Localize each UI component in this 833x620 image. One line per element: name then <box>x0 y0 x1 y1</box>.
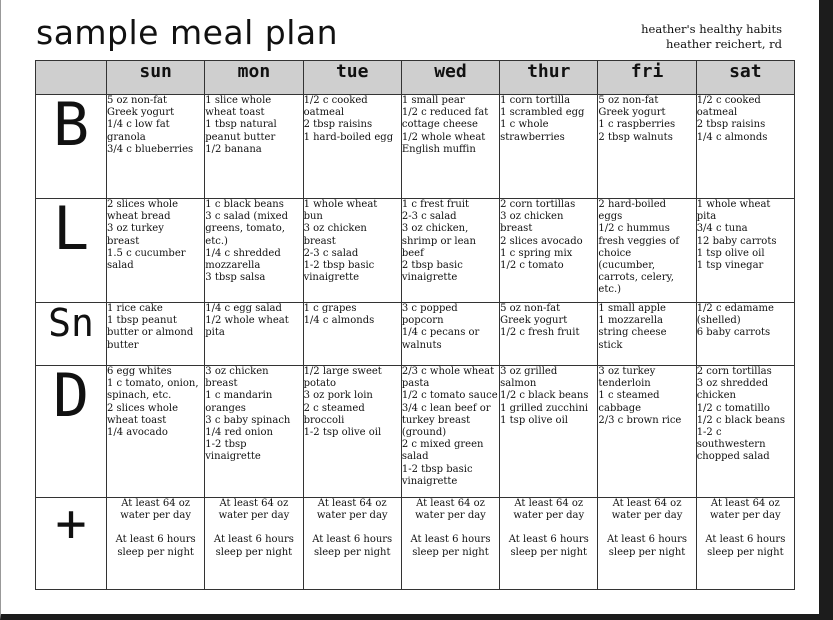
meal-cell: 1 rice cake 1 tbsp peanut butter or almo… <box>105 302 206 366</box>
meal-cell: 5 oz non-fat Greek yogurt 1/4 c low fat … <box>105 94 206 199</box>
sleep-goal: At least 6 hours sleep per night <box>213 534 294 558</box>
extras-cell: At least 64 oz water per day At least 6 … <box>204 497 304 590</box>
extras-cell: At least 64 oz water per day At least 6 … <box>695 497 796 590</box>
meal-cell: 1/2 c cooked oatmeal 2 tbsp raisins 1/4 … <box>695 94 796 199</box>
byline: heather's healthy habits heather reicher… <box>641 22 782 52</box>
day-header-row: sun mon tue wed thur fri sat <box>35 60 796 95</box>
meal-label-dinner: D <box>35 365 107 498</box>
water-goal: At least 64 oz water per day <box>513 498 585 522</box>
byline-brand: heather's healthy habits <box>641 22 782 36</box>
snack-row: Sn 1 rice cake 1 tbsp peanut butter or a… <box>35 302 796 366</box>
meal-cell: 3 oz turkey tenderloin 1 c steamed cabba… <box>597 365 697 498</box>
meal-label-extras: + <box>35 497 107 590</box>
sleep-goal: At least 6 hours sleep per night <box>508 534 589 558</box>
meal-cell: 2/3 c whole wheat pasta 1/2 c tomato sau… <box>400 365 501 498</box>
meal-cell: 1 whole wheat pita 3/4 c tuna 12 baby ca… <box>695 198 796 303</box>
meal-cell: 5 oz non-fat Greek yogurt 1/2 c fresh fr… <box>499 302 599 366</box>
meal-cell: 2 corn tortillas 3 oz shredded chicken 1… <box>695 365 796 498</box>
meal-cell: 3 c popped popcorn 1/4 c pecans or walnu… <box>400 302 501 366</box>
water-goal: At least 64 oz water per day <box>611 498 683 522</box>
extras-cell: At least 64 oz water per day At least 6 … <box>302 497 402 590</box>
day-header-sat: sat <box>695 60 796 95</box>
dinner-row: D 6 egg whites 1 c tomato, onion, spinac… <box>35 365 796 498</box>
water-goal: At least 64 oz water per day <box>316 498 388 522</box>
sleep-goal: At least 6 hours sleep per night <box>410 534 491 558</box>
meal-label-snack: Sn <box>35 302 107 366</box>
day-header-thur: thur <box>499 60 599 95</box>
meal-label-lunch: L <box>35 198 107 303</box>
corner-cell <box>35 60 107 95</box>
meal-cell: 3 oz chicken breast 1 c mandarin oranges… <box>204 365 304 498</box>
extras-cell: At least 64 oz water per day At least 6 … <box>597 497 697 590</box>
extras-cell: At least 64 oz water per day At least 6 … <box>105 497 206 590</box>
day-header-wed: wed <box>400 60 501 95</box>
sleep-goal: At least 6 hours sleep per night <box>115 534 196 558</box>
meal-cell: 1 corn tortilla 1 scrambled egg 1 c whol… <box>499 94 599 199</box>
day-header-fri: fri <box>597 60 697 95</box>
meal-cell: 1/4 c egg salad 1/2 whole wheat pita <box>204 302 304 366</box>
extras-cell: At least 64 oz water per day At least 6 … <box>400 497 501 590</box>
breakfast-row: B 5 oz non-fat Greek yogurt 1/4 c low fa… <box>35 94 796 199</box>
meal-cell: 1 slice whole wheat toast 1 tbsp natural… <box>204 94 304 199</box>
extras-row: + At least 64 oz water per day At least … <box>35 497 796 590</box>
meal-cell: 1 c grapes 1/4 c almonds <box>302 302 402 366</box>
meal-cell: 1 c frest fruit 2-3 c salad 3 oz chicken… <box>400 198 501 303</box>
meal-cell: 3 oz grilled salmon 1/2 c black beans 1 … <box>499 365 599 498</box>
day-header-mon: mon <box>204 60 304 95</box>
meal-cell: 1/2 c edamame (shelled) 6 baby carrots <box>695 302 796 366</box>
day-header-tue: tue <box>302 60 402 95</box>
water-goal: At least 64 oz water per day <box>415 498 486 522</box>
water-goal: At least 64 oz water per day <box>120 498 191 522</box>
day-header-sun: sun <box>105 60 206 95</box>
meal-cell: 2 corn tortillas 3 oz chicken breast 2 s… <box>499 198 599 303</box>
extras-cell: At least 64 oz water per day At least 6 … <box>499 497 599 590</box>
sleep-goal: At least 6 hours sleep per night <box>312 534 393 558</box>
byline-author: heather reichert, rd <box>666 37 782 51</box>
meal-cell: 1/2 large sweet potato 3 oz pork loin 2 … <box>302 365 402 498</box>
sleep-goal: At least 6 hours sleep per night <box>705 534 786 558</box>
meal-cell: 6 egg whites 1 c tomato, onion, spinach,… <box>105 365 206 498</box>
meal-label-breakfast: B <box>35 94 107 199</box>
meal-cell: 1 c black beans 3 c salad (mixed greens,… <box>204 198 304 303</box>
meal-cell: 2 slices whole wheat bread 3 oz turkey b… <box>105 198 206 303</box>
water-goal: At least 64 oz water per day <box>709 498 781 522</box>
sleep-goal: At least 6 hours sleep per night <box>607 534 688 558</box>
page-title: sample meal plan <box>36 13 339 52</box>
water-goal: At least 64 oz water per day <box>218 498 290 522</box>
meal-cell: 1/2 c cooked oatmeal 2 tbsp raisins 1 ha… <box>302 94 402 199</box>
meal-cell: 1 small apple 1 mozzarella string cheese… <box>597 302 697 366</box>
meal-cell: 1 whole wheat bun 3 oz chicken breast 2-… <box>302 198 402 303</box>
meal-cell: 1 small pear 1/2 c reduced fat cottage c… <box>400 94 501 199</box>
lunch-row: L 2 slices whole wheat bread 3 oz turkey… <box>35 198 796 303</box>
meal-cell: 5 oz non-fat Greek yogurt 1 c raspberrie… <box>597 94 697 199</box>
meal-cell: 2 hard-boiled eggs 1/2 c hummus fresh ve… <box>597 198 697 303</box>
meal-plan-table: sun mon tue wed thur fri sat B 5 oz non-… <box>35 60 796 590</box>
